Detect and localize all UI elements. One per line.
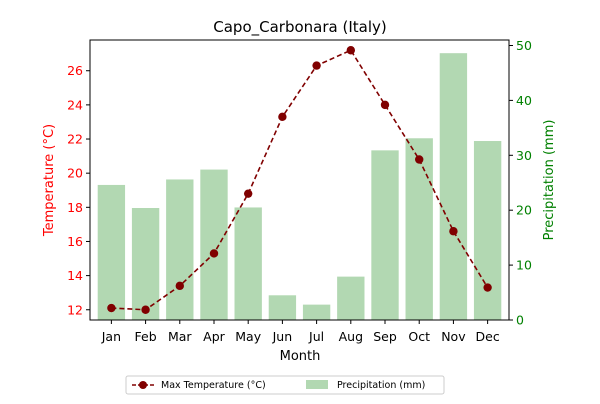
precip-bar-mar xyxy=(166,179,194,320)
temp-point-feb xyxy=(141,305,150,314)
x-tick-label: Sep xyxy=(373,329,397,344)
precip-bar-jul xyxy=(302,304,331,320)
temp-point-sep xyxy=(380,100,390,110)
right-tick-label: 40 xyxy=(516,93,532,108)
chart-title: Capo_Carbonara (Italy) xyxy=(213,18,386,37)
temp-point-may xyxy=(243,189,253,198)
left-tick-label: 20 xyxy=(67,166,83,181)
legend-bar-swatch xyxy=(306,380,328,389)
left-tick-label: 24 xyxy=(67,97,83,112)
left-axis: 12 14 16 18 20 22 24 26 xyxy=(67,63,90,317)
x-tick-label: Oct xyxy=(408,329,430,344)
right-axis: 0 10 20 30 40 50 xyxy=(509,38,532,328)
x-tick-label: Nov xyxy=(441,329,466,344)
x-axis-label: Month xyxy=(280,349,321,364)
left-tick-label: 14 xyxy=(67,268,83,283)
precip-bar-jan xyxy=(97,184,126,320)
precip-bar-may xyxy=(234,207,262,320)
temp-point-jun xyxy=(278,112,287,122)
temp-point-oct xyxy=(415,155,424,164)
legend-frame xyxy=(125,375,445,395)
x-tick-label: Dec xyxy=(476,329,500,344)
x-tick-label: Apr xyxy=(203,329,225,344)
temp-point-jan xyxy=(107,303,116,313)
legend-marker-swatch xyxy=(139,381,147,389)
temperature-line xyxy=(107,46,492,314)
legend-label-precipitation: Precipitation (mm) xyxy=(337,380,425,391)
temp-point-jul xyxy=(312,61,321,70)
x-tick-label: Aug xyxy=(339,329,363,344)
x-tick-label: Jan xyxy=(101,329,121,344)
precip-bar-feb xyxy=(131,208,160,320)
plot-frame xyxy=(89,39,510,321)
temp-point-mar xyxy=(175,281,184,291)
temp-point-nov xyxy=(449,227,458,236)
precip-bar-sep xyxy=(371,150,399,320)
x-tick-label: Jun xyxy=(272,329,293,344)
precip-bar-nov xyxy=(439,53,468,320)
precip-bar-apr xyxy=(200,169,228,320)
temp-point-apr xyxy=(209,249,219,258)
legend-label-temperature: Max Temperature (°C) xyxy=(161,380,266,391)
left-tick-label: 12 xyxy=(67,302,83,317)
precip-bar-aug xyxy=(337,276,365,320)
right-tick-label: 10 xyxy=(516,258,532,273)
right-tick-label: 30 xyxy=(516,148,532,163)
left-tick-label: 18 xyxy=(67,200,83,215)
left-tick-label: 26 xyxy=(67,63,83,78)
x-tick-label: Jul xyxy=(308,329,324,344)
right-tick-label: 50 xyxy=(516,38,532,53)
precip-bar-jun xyxy=(268,295,297,320)
precip-bar-oct xyxy=(405,138,433,320)
precip-bar-dec xyxy=(473,141,502,320)
temp-point-aug xyxy=(346,46,356,55)
left-tick-label: 22 xyxy=(67,132,83,147)
left-axis-label: Temperature (°C) xyxy=(42,124,57,237)
precipitation-bars xyxy=(97,53,502,320)
legend: Max Temperature (°C) Precipitation (mm) xyxy=(125,375,445,395)
x-tick-label: May xyxy=(235,329,261,344)
right-tick-label: 0 xyxy=(516,313,524,328)
x-tick-label: Feb xyxy=(135,329,157,344)
x-axis: Jan Feb Mar Apr May Jun Jul Aug Sep Oct Nov Dec xyxy=(101,320,500,344)
temperature-line-path xyxy=(111,49,489,311)
x-tick-label: Mar xyxy=(168,329,192,344)
right-tick-label: 20 xyxy=(516,203,532,218)
temp-point-dec xyxy=(483,283,492,292)
right-axis-label: Precipitation (mm) xyxy=(542,120,557,241)
left-tick-label: 16 xyxy=(67,234,83,249)
